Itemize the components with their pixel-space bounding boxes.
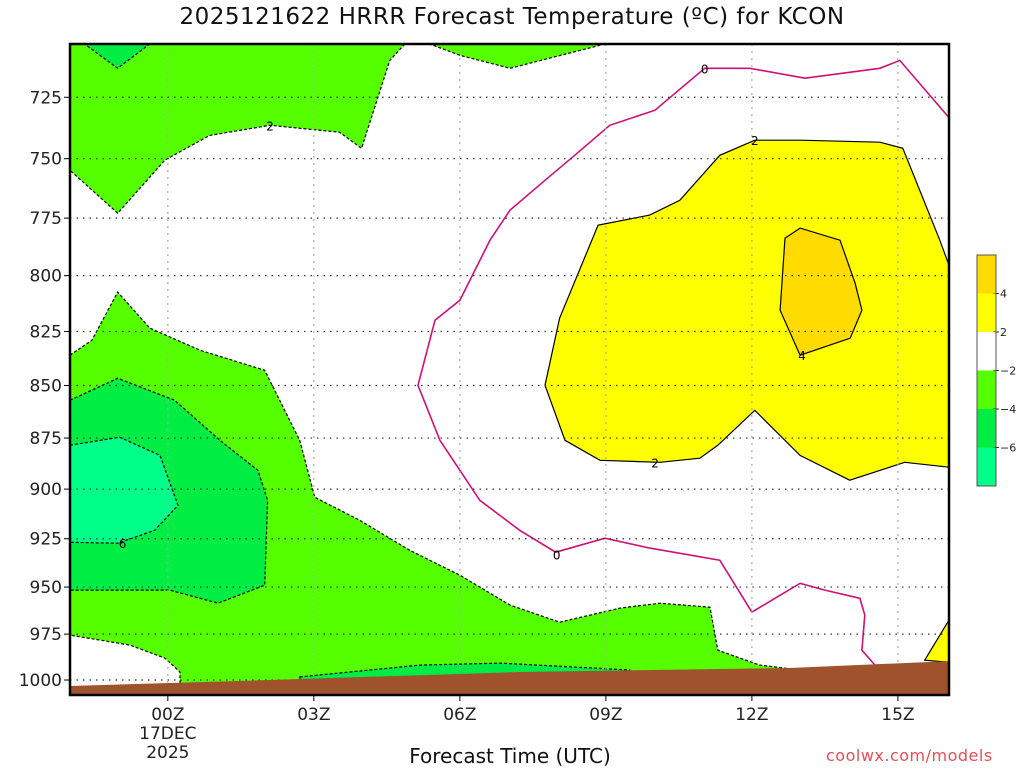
colorbar-label: 4 [1000, 288, 1007, 301]
contour-region-cold-top-left [70, 44, 406, 215]
contour-label: 2 [651, 456, 659, 470]
y-tick-label: 1000 [19, 671, 62, 691]
chart-title: 2025121622 HRRR Forecast Temperature (ºC… [179, 4, 845, 30]
terrain [70, 661, 949, 695]
x-tick-label: 06Z [443, 705, 476, 725]
colorbar-label: −2 [1000, 365, 1016, 378]
y-tick-label: 750 [30, 150, 62, 170]
zero-degree-contour [417, 59, 949, 666]
x-tick-sublabel: 17DEC [139, 724, 196, 744]
contour-region-cold-top-left-core [83, 44, 151, 70]
contour-region-warm-surface [923, 618, 949, 663]
y-tick-label: 825 [30, 322, 62, 342]
contour-label: 0 [553, 548, 561, 562]
y-tick-label: 925 [30, 530, 62, 550]
plot-frame [68, 42, 951, 697]
colorbar-frame [976, 254, 997, 487]
colorbar-segment [977, 293, 996, 332]
colorbar-segment [977, 409, 996, 448]
y-tick-label: 900 [30, 480, 62, 500]
contour-label: 2 [266, 119, 274, 133]
y-tick-label: 775 [30, 209, 62, 229]
contour-label: 0 [701, 62, 709, 76]
colorbar-segment [977, 255, 996, 294]
plot-area: 0 0 2 2 2 4 6 [70, 44, 949, 695]
contour-region-warm-core [779, 227, 863, 356]
colorbar-segment [977, 332, 996, 371]
y-tick-label: 850 [30, 377, 62, 397]
x-tick-label: 09Z [589, 705, 622, 725]
y-tick-label: 725 [30, 88, 62, 108]
contour-label: 2 [751, 134, 759, 148]
contour-label: 4 [798, 349, 806, 363]
y-tick-label: 975 [30, 625, 62, 645]
y-tick-label: 950 [30, 578, 62, 598]
contour-region-cold-lower-coldest [70, 436, 179, 544]
x-tick-label: 15Z [881, 705, 914, 725]
x-tick-label: 12Z [735, 705, 768, 725]
colorbar-segment [977, 370, 996, 409]
contour-region-cold-top-middle [429, 44, 606, 69]
x-axis-label: Forecast Time (UTC) [409, 744, 611, 768]
x-tick-label: 03Z [297, 705, 330, 725]
x-tick-label: 00Z [151, 705, 184, 725]
colorbar-segment [977, 447, 996, 486]
contour-region-warm-layer [544, 139, 949, 481]
x-tick-sublabel: 2025 [146, 743, 189, 763]
contour-label: 6 [119, 537, 127, 551]
colorbar-label: −6 [1000, 442, 1016, 455]
y-tick-label: 875 [30, 429, 62, 449]
colorbar-label: −4 [1000, 403, 1016, 416]
colorbar-label: 2 [1000, 326, 1007, 339]
credit-link[interactable]: coolwx.com/models [826, 746, 993, 765]
y-tick-label: 800 [30, 267, 62, 287]
